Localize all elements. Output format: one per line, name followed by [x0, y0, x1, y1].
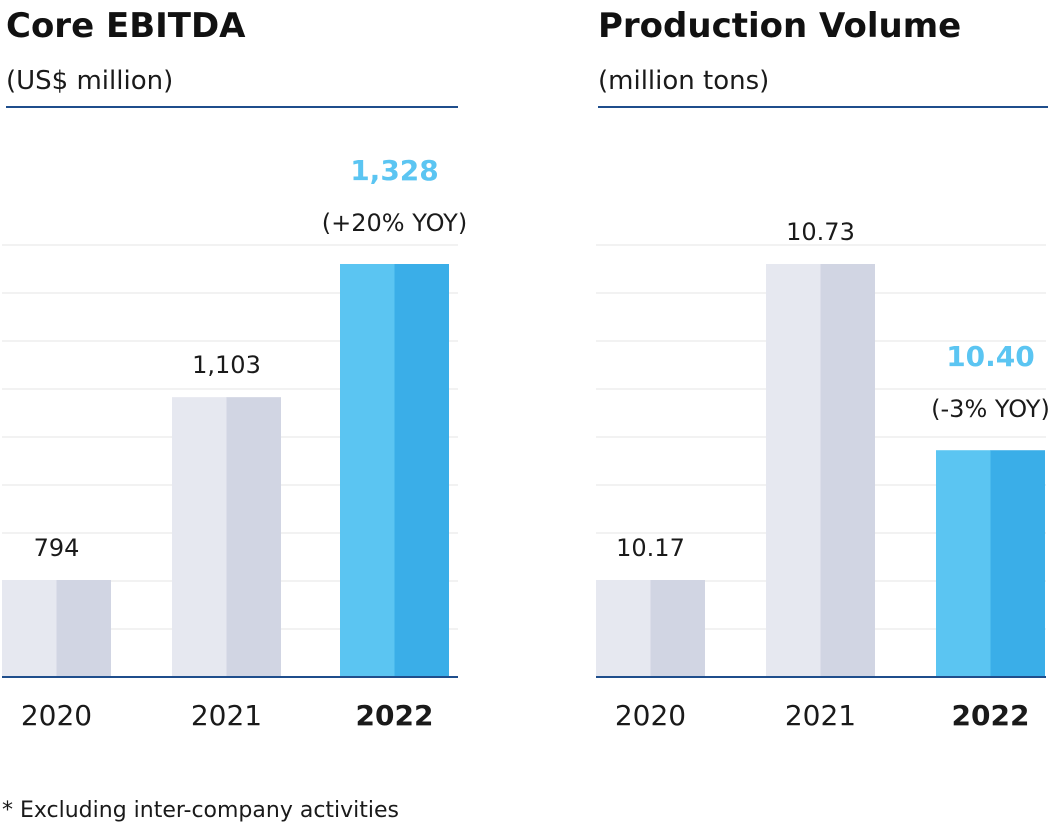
production-panel: Production Volume (million tons): [598, 0, 1048, 760]
bar-2022-left: [936, 450, 991, 677]
data-label-2020: 10.17: [616, 534, 685, 562]
ebitda-title-underline: [6, 106, 458, 108]
data-label-2020: 794: [34, 534, 80, 562]
bar-2020-left: [596, 580, 651, 677]
bar-2021-right: [226, 397, 281, 677]
bar-2020-right: [650, 580, 705, 677]
ebitda-panel: Core EBITDA (US$ million): [6, 0, 458, 760]
data-label-2022: 1,328: [350, 154, 439, 187]
x-tick-label-2021: 2021: [191, 699, 262, 732]
data-label-2021: 10.73: [786, 218, 855, 246]
yoy-annotation: (-3% YOY): [931, 395, 1050, 423]
bar-2022-left: [340, 264, 395, 677]
bar-2022-right: [990, 450, 1045, 677]
bar-2021-left: [766, 264, 821, 677]
data-label-2022: 10.40: [946, 340, 1035, 373]
x-tick-label-2020: 2020: [615, 699, 686, 732]
bar-2022-right: [394, 264, 449, 677]
yoy-annotation: (+20% YOY): [322, 209, 467, 237]
bar-2020-right: [56, 580, 111, 677]
footnote: * Excluding inter-company activities: [2, 798, 400, 823]
bar-2021-right: [820, 264, 875, 677]
x-tick-label-2022: 2022: [952, 699, 1030, 732]
production-title-underline: [598, 106, 1048, 108]
x-tick-label-2020: 2020: [21, 699, 92, 732]
x-tick-label-2021: 2021: [785, 699, 856, 732]
production-subtitle: (million tons): [598, 66, 770, 96]
ebitda-title: Core EBITDA: [6, 6, 246, 46]
bar-charts: 794 2020 1,103 2021 1,328 (+20% YOY) 2022 10.17…: [2, 154, 1050, 732]
x-tick-label-2022: 2022: [356, 699, 434, 732]
production-title: Production Volume: [598, 6, 962, 46]
bar-2020-left: [2, 580, 57, 677]
ebitda-subtitle: (US$ million): [6, 66, 174, 96]
data-label-2021: 1,103: [192, 351, 261, 379]
bar-2021-left: [172, 397, 227, 677]
